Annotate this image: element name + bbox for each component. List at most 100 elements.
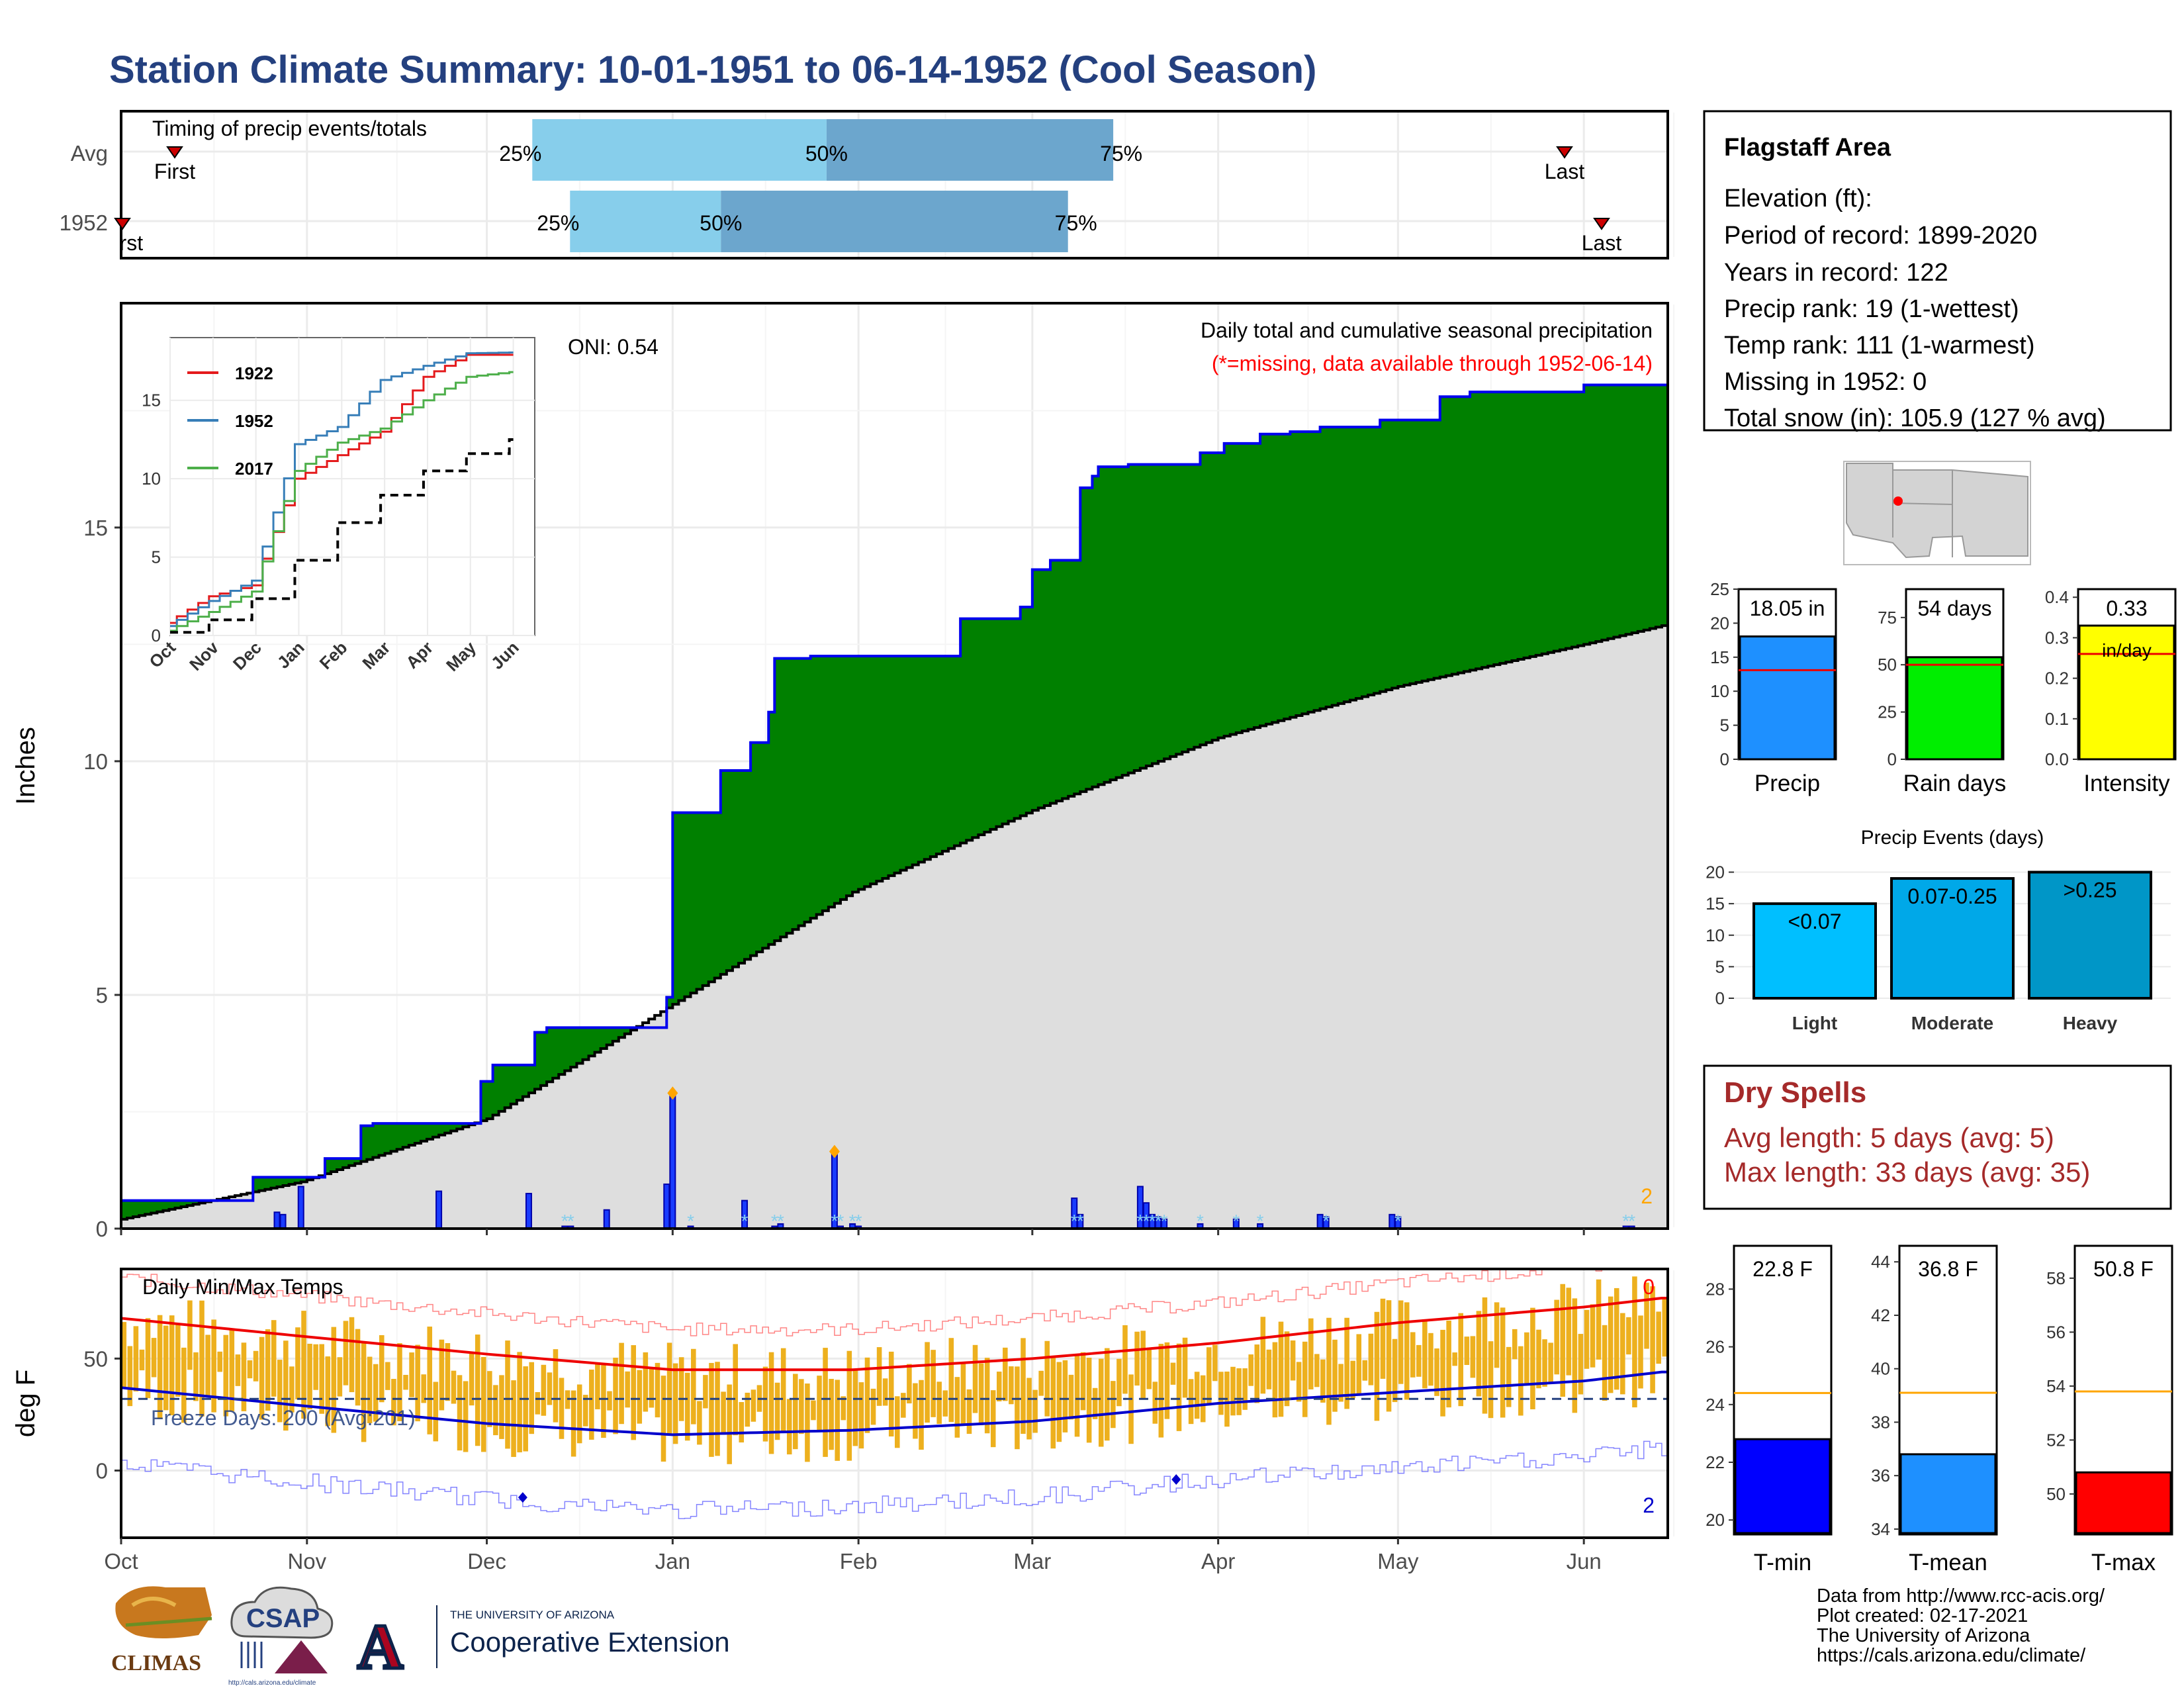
daily-temp-range-bar <box>175 1323 181 1397</box>
temp-summary-tick-label: 36 <box>1871 1466 1890 1485</box>
info-years: Years in record: 122 <box>1724 259 1948 287</box>
daily-temp-range-bar <box>613 1357 618 1434</box>
map-region-shape <box>1846 463 2028 559</box>
info-elevation: Elevation (ft): <box>1724 185 1872 212</box>
daily-temp-range-bar <box>1182 1337 1188 1398</box>
daily-temp-range-bar <box>1194 1372 1200 1419</box>
daily-temp-range-bar <box>1134 1331 1140 1386</box>
daily-temp-range-bar <box>1009 1366 1014 1405</box>
daily-temp-range-bar <box>499 1375 504 1439</box>
precip-ytick-label: 10 <box>83 749 108 774</box>
daily-temp-range-bar <box>595 1364 600 1409</box>
temp-summary-fill <box>1899 1453 1997 1534</box>
daily-temp-range-bar <box>1128 1374 1134 1444</box>
events-ytick-label: 10 <box>1706 925 1725 945</box>
daily-temp-range-bar <box>163 1325 169 1411</box>
daily-temp-range-bar <box>547 1372 553 1405</box>
daily-temp-range-bar <box>1021 1338 1026 1434</box>
inset-ytick-label: 15 <box>142 391 161 410</box>
temp-count-top: 0 <box>1643 1275 1655 1299</box>
info-period: Period of record: 1899-2020 <box>1724 222 2037 250</box>
timing-p25-label: 25% <box>499 142 541 165</box>
daily-temp-range-bar <box>265 1329 271 1411</box>
uofa-extension-text: Cooperative Extension <box>450 1626 730 1658</box>
daily-temp-range-bar <box>990 1390 996 1448</box>
temp-summary-value-label: 50.8 F <box>2093 1257 2154 1281</box>
daily-precip-bar <box>1394 1216 1402 1227</box>
daily-temp-range-bar <box>277 1360 283 1423</box>
daily-temp-range-bar <box>1362 1360 1368 1381</box>
daily-temp-range-bar <box>1092 1387 1098 1419</box>
daily-precip-bar <box>1322 1216 1330 1227</box>
snow-marker: * <box>1257 1211 1264 1231</box>
month-tick-label: Mar <box>1013 1549 1051 1573</box>
daily-temp-range-bar <box>1116 1358 1122 1407</box>
page-title: Station Climate Summary: 10-01-1951 to 0… <box>109 48 1316 91</box>
daily-temp-range-bar <box>169 1315 175 1416</box>
summary-bar-category-label: Rain days <box>1903 771 2007 796</box>
daily-temp-range-bar <box>1356 1334 1362 1395</box>
snow-marker: * <box>771 1211 778 1231</box>
daily-temp-range-bar <box>1332 1339 1338 1412</box>
temp-ytick-label: 50 <box>83 1346 108 1371</box>
daily-temp-range-bar <box>1290 1340 1296 1381</box>
temp-summary-fill <box>1734 1438 1831 1534</box>
uofa-small-text: THE UNIVERSITY OF ARIZONA <box>450 1609 615 1621</box>
daily-temp-range-bar <box>1650 1286 1655 1393</box>
daily-temp-range-bar <box>480 1356 486 1452</box>
daily-temp-range-bar <box>1458 1313 1464 1407</box>
precip-frame <box>120 302 1669 1230</box>
daily-temp-range-bar <box>1626 1317 1631 1355</box>
events-ytick-label: 0 <box>1715 988 1725 1008</box>
daily-temp-range-bar <box>576 1384 582 1444</box>
daily-temp-range-bar <box>505 1340 510 1449</box>
daily-temp-range-bar <box>1632 1276 1637 1408</box>
daily-temp-range-bar <box>1062 1360 1068 1432</box>
precip-corner-count: 2 <box>1641 1184 1653 1208</box>
snow-marker: * <box>687 1211 694 1231</box>
record-high-line <box>122 1270 1603 1336</box>
daily-temp-range-bar <box>774 1382 780 1440</box>
daily-temp-range-bar <box>223 1335 229 1417</box>
daily-temp-range-bar <box>1590 1304 1596 1368</box>
daily-temp-range-bar <box>882 1378 888 1406</box>
daily-temp-range-bar <box>582 1395 588 1427</box>
daily-temp-range-bar <box>805 1383 810 1462</box>
snow-marker: * <box>561 1211 569 1231</box>
summary-bar-unit-label: in/day <box>2102 640 2152 661</box>
daily-temp-range-bar <box>157 1315 163 1419</box>
timing-row-year-label: 1952 <box>60 211 108 235</box>
daily-temp-range-bar <box>1566 1288 1572 1376</box>
last-event-marker <box>1593 218 1610 230</box>
daily-temp-range-bar <box>127 1346 133 1407</box>
daily-temp-range-bar <box>349 1317 355 1393</box>
snow-marker: * <box>1322 1211 1330 1231</box>
inset-series-1922 <box>170 353 514 624</box>
daily-precip-bar <box>855 1225 862 1227</box>
credit-url: https://cals.arizona.edu/climate/ <box>1817 1645 2086 1666</box>
daily-temp-range-bar <box>463 1381 469 1452</box>
timing-p50-label: 50% <box>700 211 742 235</box>
dry-spells-max: Max length: 33 days (avg: 35) <box>1724 1156 2090 1188</box>
daily-temp-range-bar <box>954 1377 960 1438</box>
daily-temp-range-bar <box>672 1363 678 1444</box>
daily-precip-bar <box>525 1193 532 1227</box>
station-name: Flagstaff Area <box>1724 134 1891 162</box>
daily-precip-bar <box>1149 1213 1156 1227</box>
daily-temp-range-bar <box>343 1321 349 1385</box>
daily-temp-range-bar <box>925 1342 930 1423</box>
temp-summary-tick-label: 22 <box>1706 1452 1725 1472</box>
daily-temp-range-bar <box>625 1371 630 1408</box>
daily-precip-bar <box>1142 1202 1150 1227</box>
daily-temp-range-bar <box>876 1347 882 1406</box>
daily-temp-range-bar <box>1524 1332 1529 1384</box>
events-ytick-label: 20 <box>1706 863 1725 882</box>
daily-temp-range-bar <box>1188 1379 1194 1425</box>
info-temp-rank: Temp rank: 111 (1-warmest) <box>1724 332 2035 359</box>
daily-temp-range-bar <box>1380 1298 1386 1379</box>
daily-temp-range-bar <box>205 1335 210 1396</box>
daily-temp-range-bar <box>1578 1334 1584 1395</box>
snow-marker: * <box>831 1211 838 1231</box>
daily-precip-bar <box>1161 1218 1168 1227</box>
uofa-a-mark: A <box>357 1611 403 1682</box>
